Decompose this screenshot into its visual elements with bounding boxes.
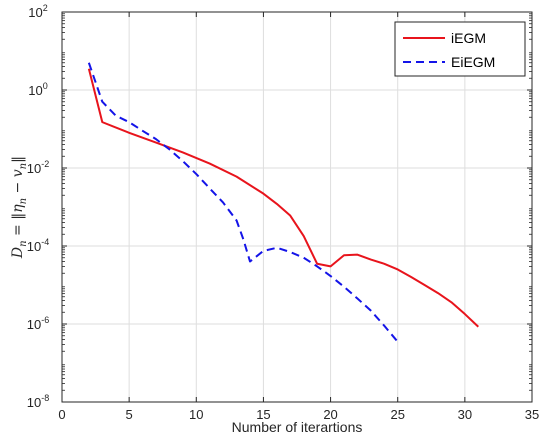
legend-label-iegm: iEGM [451,30,486,46]
x-tick-label: 30 [458,407,472,422]
x-tick-label: 20 [323,407,337,422]
x-tick-label: 35 [525,407,539,422]
axes-box [61,11,533,403]
ylabel-eta: η [10,204,26,213]
ylabel-lhs-sub: n [18,240,29,246]
svg-text:Dn = ‖ηn − vn‖: Dn = ‖ηn − vn‖ [10,156,29,259]
ylabel-minus: − [10,177,26,198]
grid [62,12,532,402]
x-tick-label: 25 [390,407,404,422]
y-axis-label: Dn = ‖ηn − vn‖ [10,156,29,259]
ylabel-v: v [10,169,26,177]
x-tick-label: 0 [58,407,65,422]
x-tick-label: 5 [126,407,133,422]
legend: iEGM EiEGM [394,21,526,77]
x-tick-label: 10 [189,407,203,422]
ylabel-v-sub: n [18,163,29,169]
axes: 0 5 10 15 20 25 30 35 10-8 10-6 10-4 10-2 100 102 [27,3,539,422]
x-tick-label: 15 [256,407,270,422]
series-layer [87,62,479,343]
ylabel-close: ‖ [10,156,26,163]
y-tick-label: 100 [28,81,47,98]
ylabel-eq: = ‖ [10,213,26,241]
series-line-iegm [87,68,479,328]
x-axis-label: Number of iterartions [232,419,363,435]
y-tick-label: 10-2 [27,159,49,176]
legend-box [394,21,526,77]
y-tick-label: 102 [28,3,47,20]
plot-area [62,12,532,402]
ylabel-eta-sub: n [18,198,29,204]
legend-label-eiegm: EiEGM [451,54,495,70]
series-line-eiegm [87,62,399,343]
y-tick-label: 10-4 [27,237,49,254]
y-tick-label: 10-6 [27,315,49,332]
y-tick-label: 10-8 [27,393,49,410]
ylabel-lhs: D [10,247,26,259]
